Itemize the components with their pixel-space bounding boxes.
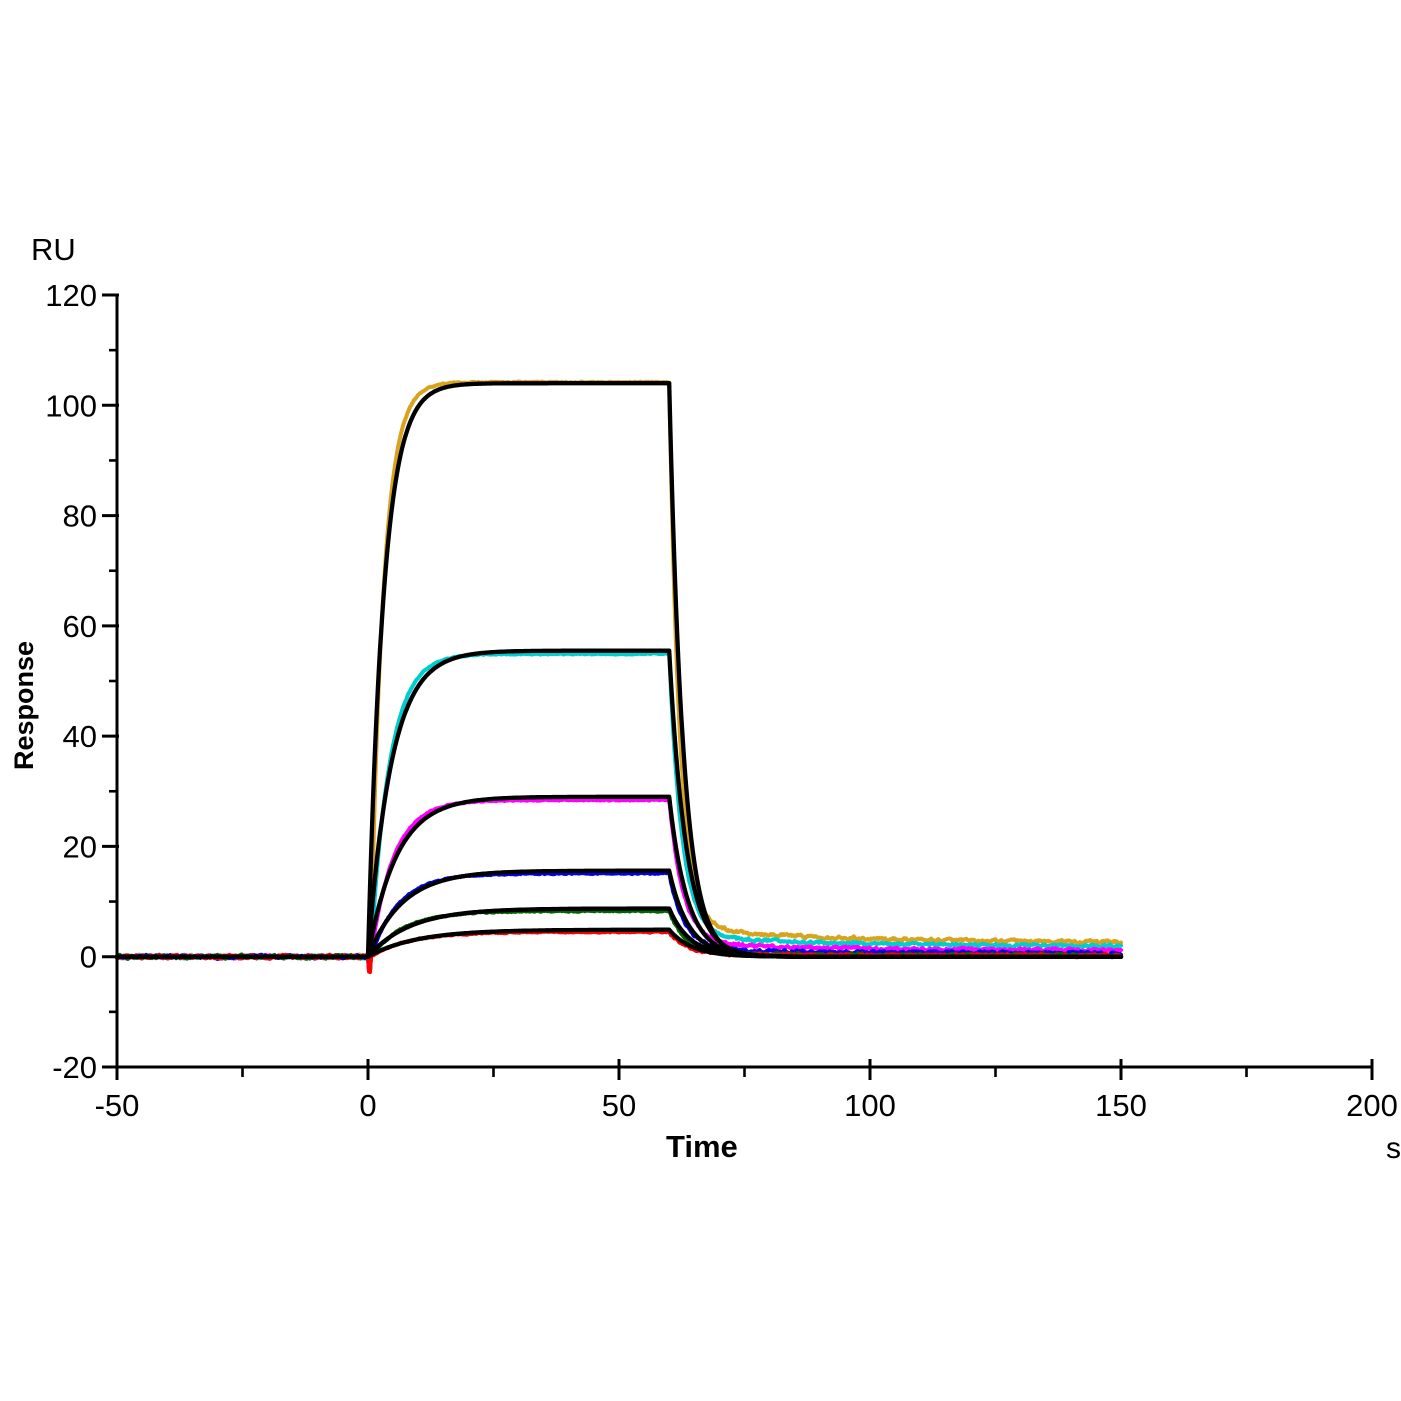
y-tick-label: 120: [45, 278, 97, 313]
y-axis-title: Response: [9, 640, 39, 770]
y-tick-label: 40: [63, 719, 97, 754]
y-tick-label: -20: [52, 1050, 97, 1085]
x-tick-label: 0: [359, 1088, 376, 1123]
y-tick-label: 0: [80, 940, 97, 975]
x-tick-label: -50: [95, 1088, 140, 1123]
y-tick-label: 60: [63, 609, 97, 644]
x-tick-label: 200: [1346, 1088, 1398, 1123]
y-tick-label: 80: [63, 499, 97, 534]
y-tick-label: 100: [45, 388, 97, 423]
x-axis-title: Time: [666, 1129, 738, 1164]
x-tick-label: 50: [602, 1088, 636, 1123]
y-axis-unit-label: RU: [31, 232, 76, 267]
y-tick-label: 20: [63, 829, 97, 864]
x-tick-label: 100: [844, 1088, 896, 1123]
x-tick-label: 150: [1095, 1088, 1147, 1123]
x-axis-unit-label: s: [1386, 1132, 1401, 1165]
